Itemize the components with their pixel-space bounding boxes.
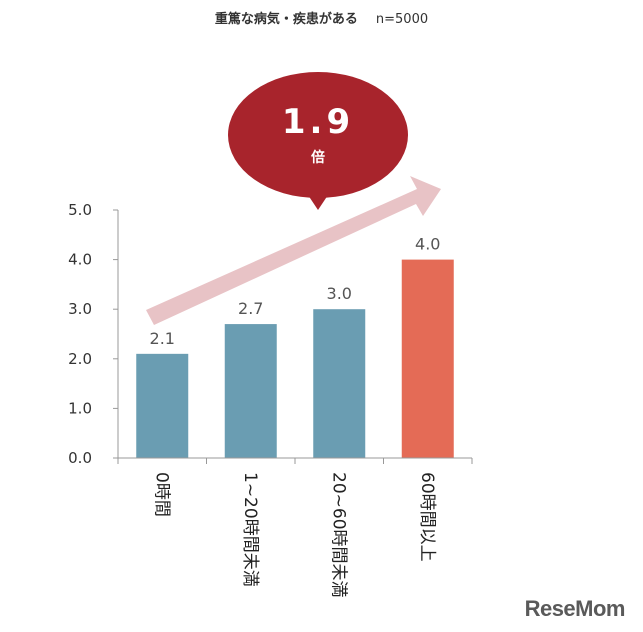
x-axis: 0時間 1~20時間未満 20~60時間未満 60時間以上 (117, 457, 473, 598)
category-label: 0時間 (151, 472, 171, 517)
callout-bubble: 1.9 倍 (228, 72, 408, 210)
y-tick-label: 3.0 (68, 300, 92, 318)
bar-value-label: 4.0 (415, 235, 440, 254)
y-tick-label: 0.0 (68, 449, 92, 467)
bars: 2.1 2.7 3.0 4.0 (136, 235, 454, 458)
trend-arrow (146, 176, 441, 325)
y-axis: 0.0 1.0 2.0 3.0 4.0 5.0 (68, 201, 119, 467)
bar-value-label: 2.1 (150, 329, 175, 348)
chart-title-main: 重篤な病気・疾患がある (214, 12, 358, 27)
category-label: 60時間以上 (417, 472, 437, 562)
chart-title: 重篤な病気・疾患がある n=5000 (0, 8, 643, 27)
bar-value-label: 3.0 (327, 284, 352, 303)
y-tick-label: 2.0 (68, 350, 92, 368)
y-tick-label: 5.0 (68, 201, 92, 219)
resemom-logo: ReseMom (524, 596, 626, 621)
y-tick-label: 4.0 (68, 251, 92, 269)
sample-size: n=5000 (375, 12, 429, 27)
bar-value-label: 2.7 (238, 299, 263, 318)
bar (313, 309, 366, 458)
callout-unit: 倍 (311, 149, 325, 166)
callout-value: 1.9 (282, 102, 354, 142)
y-tick-label: 1.0 (68, 399, 92, 417)
category-label: 20~60時間未満 (328, 472, 348, 598)
bar (401, 259, 454, 458)
bar (136, 353, 189, 458)
category-label: 1~20時間未満 (240, 472, 260, 587)
bar (224, 324, 277, 458)
